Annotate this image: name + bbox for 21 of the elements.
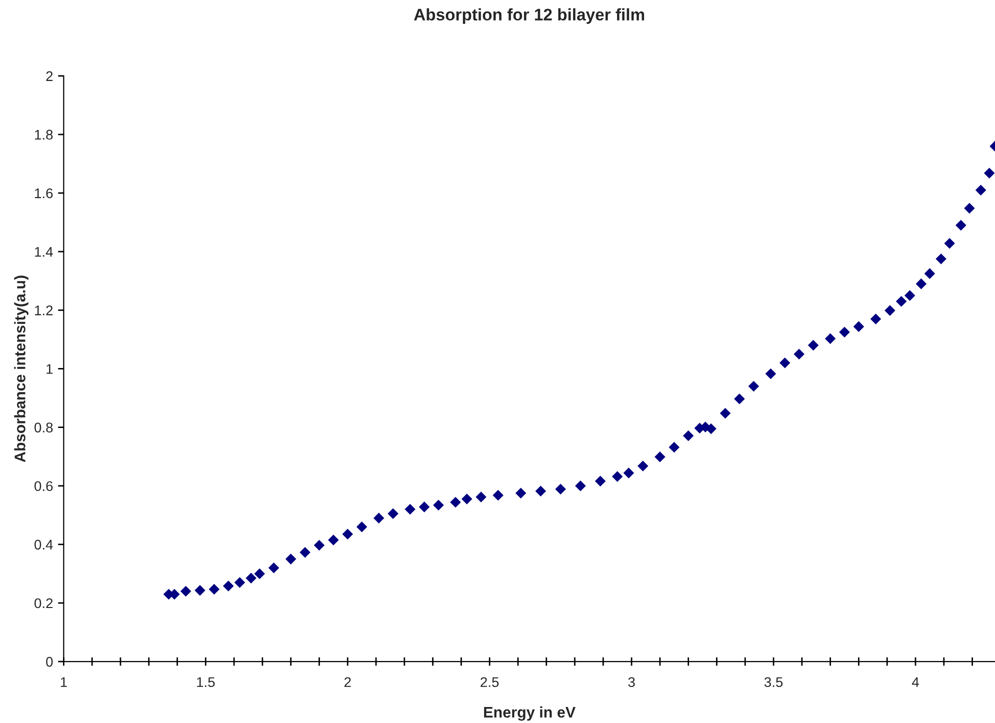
y-tick-label: 0.2 (34, 598, 53, 608)
chart-title: Absorption for 12 bilayer film (414, 8, 644, 24)
y-tick-label: 1.8 (35, 130, 53, 140)
x-tick-label: 1 (60, 677, 67, 687)
y-tick-label: 2 (46, 71, 53, 81)
y-tick-label: 0.8 (34, 422, 53, 432)
x-axis-title: Energy in eV (484, 706, 576, 721)
x-tick-label: 4 (912, 677, 919, 687)
y-tick-label: 0 (46, 656, 53, 667)
y-tick-label: 1 (46, 364, 53, 374)
y-tick-label: 1.4 (35, 247, 53, 257)
x-tick-label: 2.5 (480, 677, 499, 688)
y-axis-title: Absorbance intensity(a.u) (14, 276, 28, 462)
x-tick-label: 2 (344, 677, 351, 687)
y-tick-label: 0.4 (34, 540, 53, 550)
x-tick-label: 1.5 (197, 677, 215, 688)
x-tick-label: 3 (628, 677, 635, 688)
x-tick-label: 3.5 (764, 677, 783, 688)
y-tick-label: 0.6 (34, 481, 53, 492)
y-tick-label: 1.2 (35, 306, 53, 316)
y-tick-label: 1.6 (35, 188, 53, 198)
